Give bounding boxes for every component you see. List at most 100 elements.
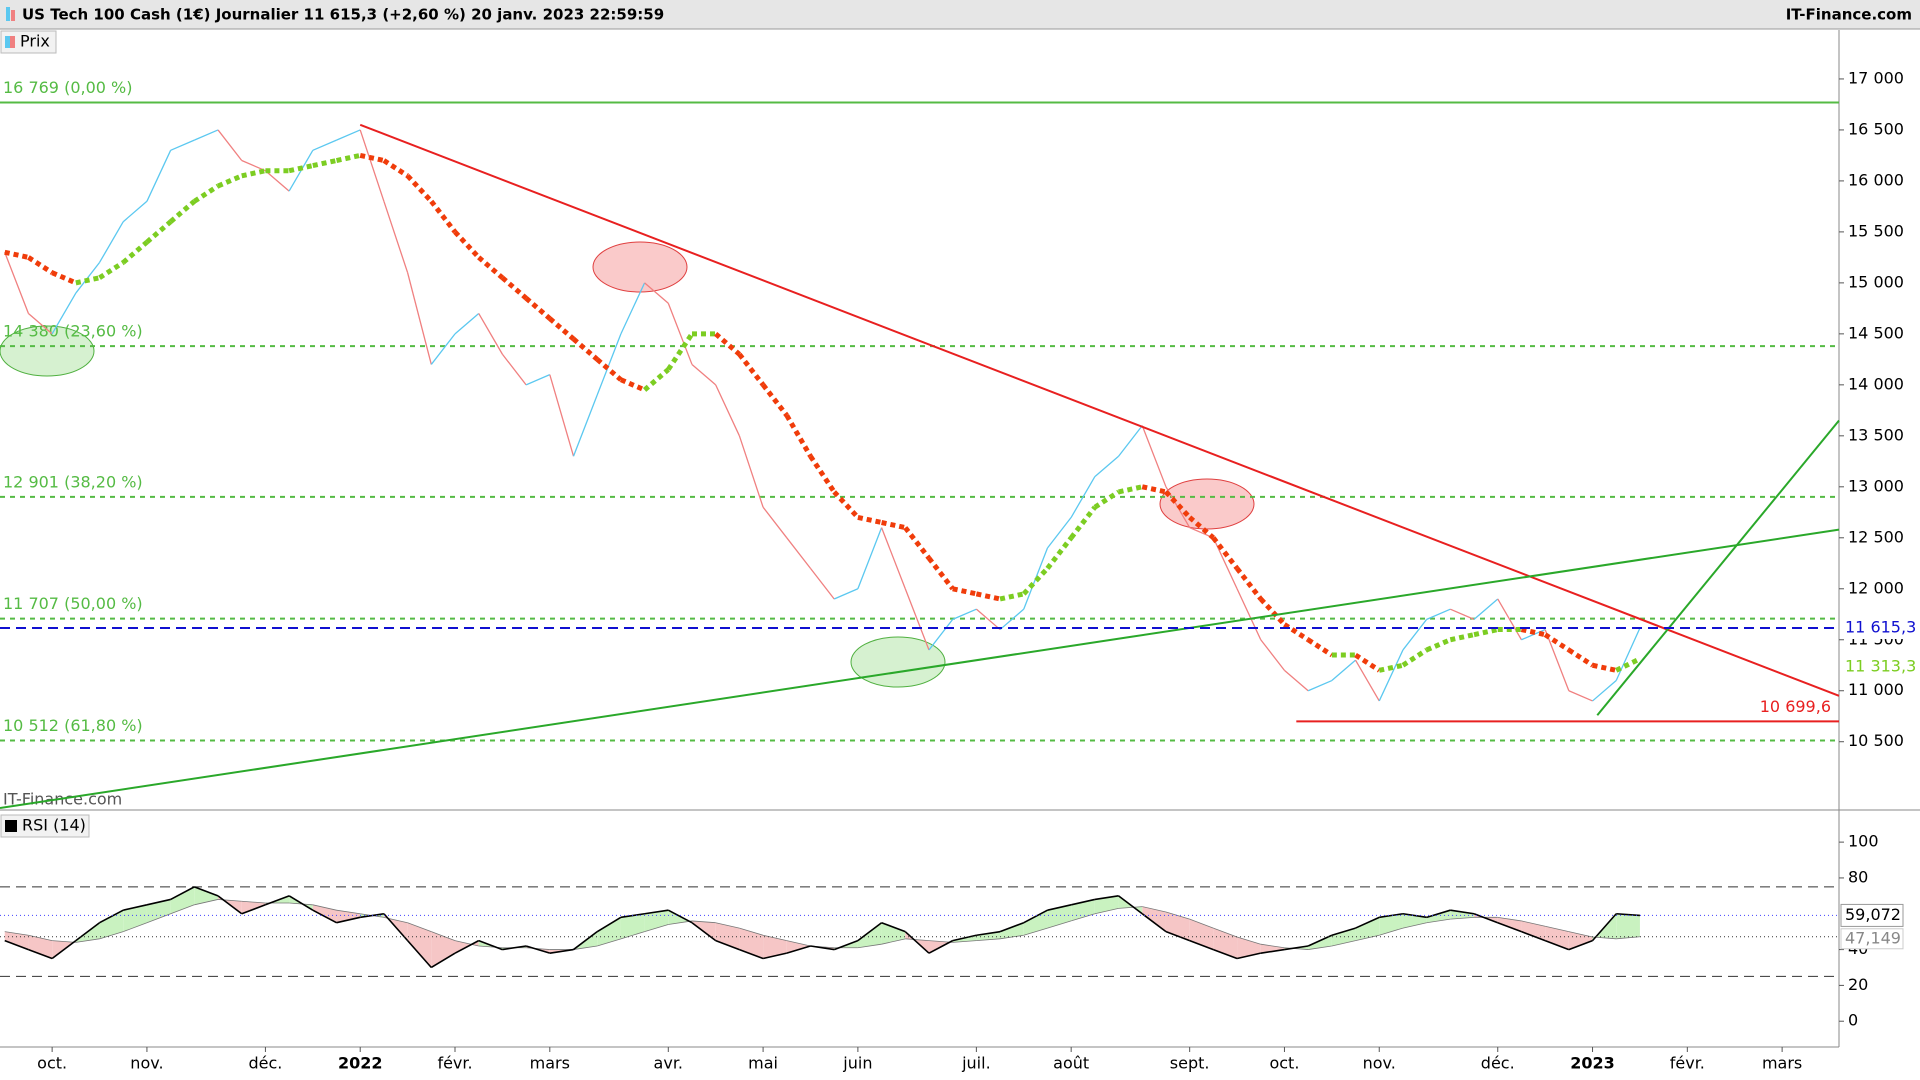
rsi-line [881,921,906,933]
x-tick-label: févr. [1670,1054,1705,1073]
x-tick-label: 2022 [338,1054,383,1073]
rsi-line [146,898,171,906]
signal-line [312,904,337,911]
price-line [1141,425,1167,488]
signal-line [1355,934,1380,942]
rsi-line [407,940,432,969]
price-line [975,608,1001,631]
signal-line [1402,922,1427,929]
rsi-line [525,945,551,954]
moving-average [75,275,101,286]
rsi-line [1236,952,1261,960]
price-line [454,312,480,335]
signal-line [1000,934,1024,940]
rsi-line [1213,948,1238,960]
y-tick-label: 13 000 [1848,476,1904,495]
moving-average [382,158,409,178]
y-tick-label: 10 500 [1848,731,1904,750]
rsi-line [99,909,124,924]
chart-title: US Tech 100 Cash (1€) Journalier 11 615,… [22,6,664,24]
rsi-line [1094,895,1119,901]
rsi-fill [1450,910,1475,920]
y-tick-label: 13 500 [1848,425,1904,444]
level-label: 11 707 (50,00 %) [3,594,143,613]
signal-line [976,938,1001,942]
rsi-line [336,916,361,924]
y-tick-label: 14 500 [1848,323,1904,342]
price-line [572,394,598,457]
moving-average [1235,566,1263,601]
signal-line [1379,927,1404,936]
header-bar [0,0,1920,29]
rsi-fill [881,922,906,945]
rsi-fill [1497,917,1522,932]
rsi-fill [786,940,811,954]
highlight [0,325,95,377]
rsi-fill [4,931,29,950]
price-line [1094,455,1119,478]
price-line [691,363,717,386]
price-line [1118,425,1143,457]
rsi-line [667,909,693,924]
price-line [1307,679,1333,692]
last-price-label: 11 615,3 [1845,617,1916,636]
price-line [1284,669,1309,692]
price-line [1450,608,1475,620]
signal-last-label: 47,149 [1845,928,1901,947]
rsi-line [51,939,77,960]
rsi-fill [1331,928,1356,946]
moving-average [405,174,434,204]
trendline [0,528,1840,809]
moving-average [1118,484,1143,495]
y-tick-label: 12 000 [1848,578,1904,597]
rsi-line [857,922,883,942]
y-tick-label: 16 000 [1848,170,1904,189]
x-tick-label: nov. [130,1054,163,1073]
signal-line [1165,911,1190,920]
moving-average [312,158,338,169]
price-line [430,333,456,365]
rsi-fill [1260,944,1285,954]
moving-average [1164,490,1192,520]
price-line [1544,629,1570,691]
signal-line [1545,925,1569,933]
rsi-line [288,895,314,911]
rsi-line [1568,939,1593,951]
rsi-line [170,886,195,901]
price-line [715,384,740,437]
rsi-fill [170,886,195,914]
rsi-fill [1189,919,1214,950]
moving-average [1449,632,1475,643]
signal-line [1568,931,1593,938]
signal-line [597,938,622,947]
rsi-fill [1308,935,1332,950]
moving-average [903,526,931,560]
rsi-fill [739,928,764,959]
price-line [478,313,503,355]
legend-label: Prix [20,32,50,51]
rsi-line [691,922,717,942]
rsi-line [810,945,835,951]
signal-line [1260,943,1285,949]
moving-average [548,316,576,341]
rsi-line [430,952,456,969]
moving-average [477,255,505,280]
moving-average [1592,662,1617,673]
signal-line [952,940,977,943]
y-tick-label: 17 000 [1848,68,1904,87]
rsi-fill [194,886,219,905]
rsi-fill [431,931,456,968]
rsi-line [1023,909,1048,924]
rsi-fill [1426,910,1451,923]
moving-average [192,183,220,204]
price-line [1260,639,1285,671]
rsi-line [1616,912,1640,917]
price-line [336,129,361,141]
rsi-line [28,948,53,960]
signal-line [146,913,171,924]
rsi-line [1473,913,1499,924]
x-tick-label: mars [530,1054,570,1073]
signal-line [905,938,930,942]
rsi-fill [241,901,266,914]
rsi-fill [1355,917,1380,941]
